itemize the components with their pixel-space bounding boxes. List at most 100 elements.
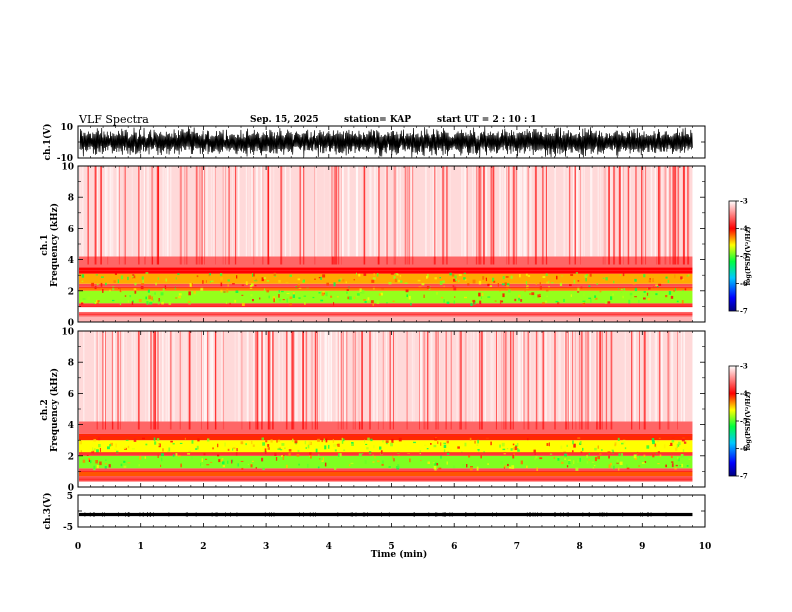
- panel2-fleck: [508, 466, 512, 469]
- panel1-streak: [106, 166, 108, 257]
- panel2-fleck: [138, 464, 140, 467]
- panel2-streak: [503, 331, 505, 430]
- panel2-fleck: [510, 448, 513, 451]
- panel2-fleck: [281, 455, 284, 457]
- panel2-fleck: [430, 443, 432, 445]
- panel1-streak: [376, 166, 379, 257]
- panel2-fleck: [633, 454, 637, 459]
- panel2-fleck: [407, 449, 410, 454]
- panel2-streak: [342, 331, 344, 430]
- panel2-fleck: [597, 456, 600, 460]
- panel1-fleck: [546, 281, 550, 284]
- panel1-streak: [651, 166, 653, 257]
- panel2-fleck: [90, 460, 92, 464]
- panel2-streak: [587, 331, 589, 430]
- panel2-streak: [479, 331, 481, 430]
- panel1-fleck: [370, 300, 374, 304]
- panel1-fleck: [235, 290, 239, 293]
- panel2-streak: [270, 331, 273, 422]
- date-label: Sep. 15, 2025: [250, 115, 319, 125]
- panel2-streak: [578, 331, 581, 430]
- panel1-streak: [248, 166, 250, 257]
- panel2-streak: [658, 331, 661, 430]
- panel1-streak: [186, 166, 187, 257]
- panel1-streak: [87, 166, 89, 265]
- panel2-streak: [137, 331, 140, 430]
- panel2-fleck: [367, 437, 370, 441]
- panel1-fleck: [131, 301, 134, 305]
- ch2-colorbar-gradient: [728, 365, 737, 477]
- panel1-fleck: [532, 295, 535, 299]
- panel1-streak: [500, 166, 502, 257]
- ch1-spectrogram-ylabel-channel: ch.1: [40, 234, 50, 255]
- panel1-streak: [472, 166, 474, 257]
- panel2-fleck: [566, 444, 568, 447]
- panel1-fleck: [363, 273, 367, 276]
- panel2-fleck: [675, 464, 678, 467]
- panel2-fleck: [116, 450, 119, 454]
- panel1-streak: [478, 166, 480, 265]
- panel2-fleck: [564, 455, 566, 458]
- panel2-streak: [479, 331, 480, 430]
- panel2-streak: [117, 331, 119, 430]
- panel2-fleck: [681, 439, 685, 442]
- panel1-streak: [280, 166, 283, 265]
- panel2-streak: [599, 331, 602, 430]
- panel2-streak: [260, 331, 262, 422]
- panel2-fleck: [557, 458, 560, 461]
- panel1-fleck: [668, 291, 672, 295]
- panel1-fleck: [439, 277, 441, 279]
- panel2-fleck: [548, 442, 550, 447]
- panel2-fleck: [434, 462, 437, 466]
- panel2-fleck: [261, 457, 264, 462]
- panel2-fleck: [110, 442, 113, 446]
- panel1-fleck: [330, 295, 333, 298]
- panel1-fleck: [494, 300, 497, 302]
- panel1-fleck: [453, 286, 457, 291]
- panel1-fleck: [396, 278, 399, 280]
- panel1-fleck: [109, 289, 111, 292]
- panel1-fleck: [158, 298, 160, 302]
- panel2-fleck: [157, 454, 159, 458]
- panel1-fleck: [325, 292, 328, 297]
- panel1-fleck: [132, 275, 136, 279]
- panel2-streak: [211, 331, 213, 422]
- panel2-streak: [382, 331, 384, 430]
- panel1-streak: [268, 166, 269, 265]
- panel1-streak: [251, 166, 253, 257]
- panel2-fleck: [294, 440, 298, 444]
- panel1-fleck: [259, 297, 261, 300]
- panel2-fleck: [485, 437, 489, 440]
- panel2-fleck: [95, 460, 98, 464]
- panel1-fleck: [160, 292, 164, 296]
- panel1-fleck: [133, 287, 137, 291]
- panel1-streak: [225, 166, 226, 265]
- panel2-streak: [656, 331, 657, 422]
- panel2-streak: [495, 331, 497, 430]
- panel2-fleck: [443, 449, 446, 453]
- panel1-streak: [323, 166, 325, 257]
- panel2-streak: [83, 331, 85, 422]
- panel1-streak: [687, 166, 690, 265]
- panel1-fleck: [366, 299, 368, 301]
- panel2-streak: [680, 331, 682, 422]
- panel2-streak: [134, 331, 136, 422]
- panel2-fleck: [515, 444, 518, 447]
- panel2-streak: [545, 331, 547, 422]
- panel2-streak: [263, 331, 265, 422]
- panel2-fleck: [88, 457, 91, 460]
- panel2-fleck: [231, 459, 234, 463]
- panel2-band-5: [79, 452, 693, 456]
- panel1-fleck: [358, 273, 361, 277]
- panel2-fleck: [382, 440, 384, 443]
- panel1-fleck: [96, 299, 98, 304]
- panel2-streak: [212, 331, 214, 422]
- panel2-streak: [539, 331, 541, 422]
- panel2-fleck: [670, 455, 673, 459]
- panel1-fleck: [119, 288, 121, 292]
- panel2-streak: [361, 331, 363, 430]
- panel1-fleck: [665, 295, 668, 298]
- panel1-fleck: [80, 302, 84, 305]
- panel2-fleck: [317, 466, 320, 469]
- panel1-fleck: [405, 289, 409, 293]
